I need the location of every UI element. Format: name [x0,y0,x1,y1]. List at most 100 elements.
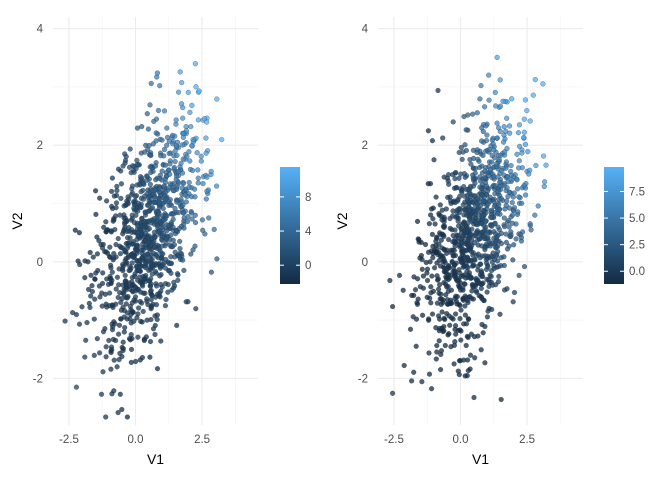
data-point [132,358,139,365]
data-point [468,275,474,282]
data-point [161,217,167,223]
data-point [463,342,469,349]
data-point [456,206,462,212]
data-point [108,280,114,286]
data-point [188,251,194,257]
data-point [161,146,168,153]
data-point [396,272,403,279]
data-point [138,189,144,195]
data-point [79,304,85,310]
data-point [505,193,511,200]
data-point [180,115,186,121]
data-point [166,185,172,191]
data-point [129,183,136,189]
data-point [158,271,164,278]
data-point [128,192,135,198]
data-point [420,273,427,279]
data-point [466,190,473,197]
data-point [496,273,502,280]
data-point [483,224,489,230]
data-point [110,218,116,224]
data-point [192,212,198,218]
data-point [470,147,477,153]
data-point [164,227,170,234]
data-point [162,162,169,168]
data-point [109,205,116,212]
data-point [453,169,459,176]
data-point [204,119,210,125]
data-point [430,216,436,222]
data-point [157,83,163,89]
data-point [196,88,202,94]
x-axis-title: V1 [472,451,489,467]
data-point [186,179,192,186]
points [387,54,549,403]
data-point [415,296,421,302]
data-point [159,137,165,143]
data-point [438,237,444,243]
colorbar-legend: 0.0 2.5 5.0 7.5 [604,167,645,284]
data-point [144,317,150,323]
colorbar-tick-label: 0.0 [629,266,645,278]
data-point [166,267,173,274]
data-point [108,344,115,350]
data-point [446,275,453,281]
data-point [442,247,448,253]
data-point [530,92,536,98]
data-point [425,249,432,255]
data-point [143,272,149,279]
data-point [427,259,433,265]
data-point [134,125,141,131]
data-point [475,207,481,213]
data-point [514,177,520,183]
panel-left: -2.5 0.0 2.5 -2 0 2 4 V1 V2 0 4 8 [9,17,312,467]
data-point [168,260,174,266]
x-tick-label: -2.5 [59,434,79,446]
data-point [130,254,136,260]
data-point [450,232,456,239]
data-point [483,137,490,144]
data-point [456,282,462,289]
colorbar-tick-label: 4 [305,226,312,238]
data-point [527,118,533,124]
data-point [497,211,503,217]
data-point [411,369,417,375]
data-point [475,251,481,257]
data-point [504,286,510,292]
data-point [195,117,202,123]
data-point [478,293,484,300]
data-point [168,220,174,226]
data-point [432,221,438,227]
data-point [114,364,120,370]
data-point [180,180,187,187]
data-point [473,277,479,283]
data-point [438,348,445,354]
data-point [179,142,185,148]
data-point [479,220,485,227]
data-point [455,223,462,229]
data-point [487,272,493,278]
data-point [452,176,458,182]
data-point [170,187,176,194]
data-point [155,107,162,114]
data-point [480,207,486,213]
data-point [139,354,146,361]
data-point [480,330,486,336]
data-point [484,314,491,320]
data-point [73,384,80,390]
x-tick-label: 2.5 [194,434,210,446]
data-point [487,214,494,220]
data-point [178,101,185,107]
data-point [436,290,442,296]
data-point [485,308,491,314]
data-point [187,109,193,116]
data-point [410,314,416,320]
data-point [528,227,534,233]
data-point [462,142,468,148]
data-point [525,148,531,155]
data-point [161,183,167,189]
data-point [431,265,438,271]
data-point [120,339,126,345]
data-point [488,279,495,285]
data-point [117,212,123,218]
